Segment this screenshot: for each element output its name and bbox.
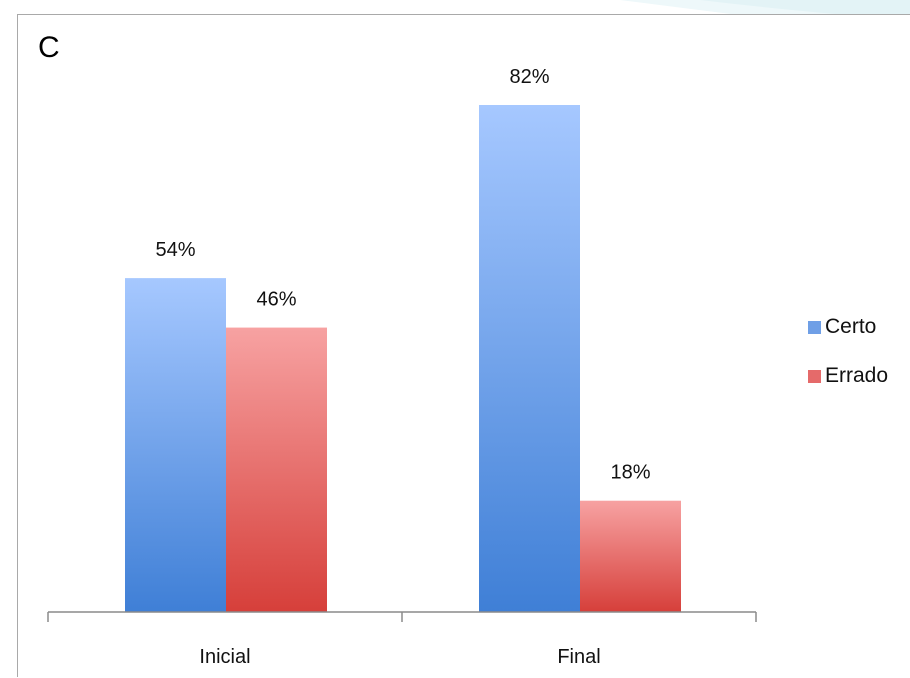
data-label-errado-final: 18% [610, 462, 650, 484]
legend-label-errado: Errado [825, 364, 889, 387]
legend-label-certo: Certo [825, 315, 877, 338]
legend-item-errado: Errado [808, 364, 888, 388]
legend-item-certo: Certo [808, 315, 888, 339]
panel-label: C [38, 31, 60, 64]
data-label-certo-inicial: 54% [155, 239, 195, 261]
data-label-certo-final: 82% [509, 66, 549, 88]
bar-certo-final [479, 105, 580, 612]
legend: Certo Errado [808, 315, 888, 413]
x-tick-label-inicial: Inicial [199, 646, 250, 668]
bars-layer [125, 105, 681, 612]
legend-swatch-errado [808, 369, 821, 383]
figure-panel: C 54% 46% 82% 18% Inicial Final Certo Errado [17, 14, 910, 677]
bar-chart: 54% 46% 82% 18% Inicial Final [47, 66, 757, 668]
data-label-errado-inicial: 46% [256, 289, 296, 311]
bar-certo-inicial [125, 278, 226, 612]
bar-errado-final [580, 500, 681, 612]
data-labels-layer: 54% 46% 82% 18% [155, 66, 650, 484]
bar-errado-inicial [226, 327, 327, 612]
x-tick-label-final: Final [557, 646, 600, 668]
legend-swatch-certo [808, 320, 821, 334]
x-axis: Inicial Final [47, 611, 757, 668]
